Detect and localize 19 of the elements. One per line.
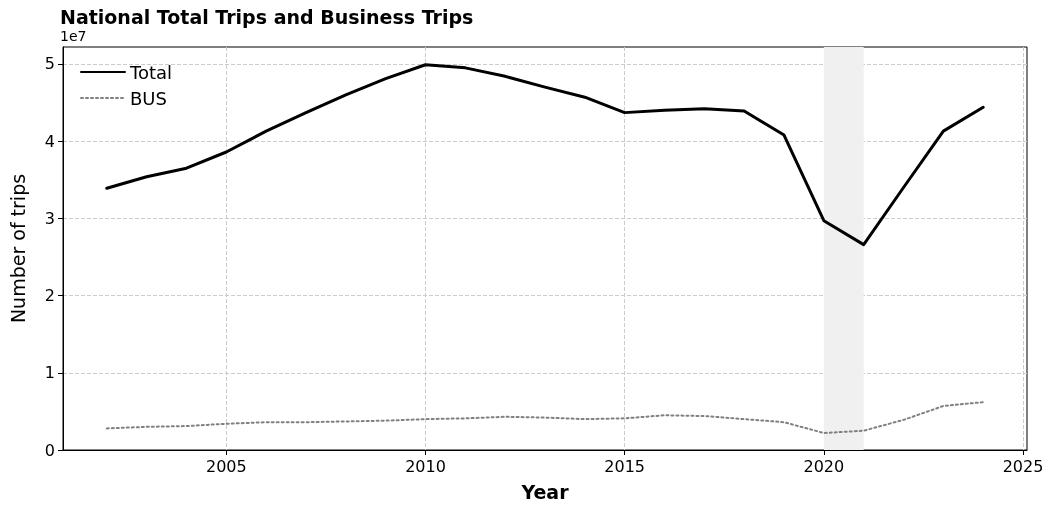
- y-tick-label: 5: [44, 54, 55, 74]
- y-tick-label: 2: [44, 286, 55, 306]
- line-series: [105, 401, 985, 435]
- chart-title: National Total Trips and Business Trips: [60, 5, 474, 28]
- legend-label: Total: [129, 61, 173, 83]
- y-tick-label: 0: [44, 440, 55, 460]
- x-tick-label: 2020: [803, 456, 845, 476]
- legend-label: BUS: [130, 87, 167, 109]
- line-series: [105, 63, 985, 247]
- text: 1e7: [60, 28, 87, 44]
- x-tick-label: 2005: [205, 456, 247, 476]
- y-tick-label: 4: [44, 131, 55, 151]
- y-tick-label: 3: [44, 208, 55, 228]
- x-tick-label: 2010: [405, 456, 446, 476]
- y-axis-title: Number of trips: [6, 173, 29, 324]
- x-axis-title: Year: [520, 480, 570, 503]
- x-tick-label: 2025: [1002, 456, 1044, 476]
- y-tick-label: 1: [44, 363, 55, 383]
- x-tick-label: 2015: [604, 456, 646, 476]
